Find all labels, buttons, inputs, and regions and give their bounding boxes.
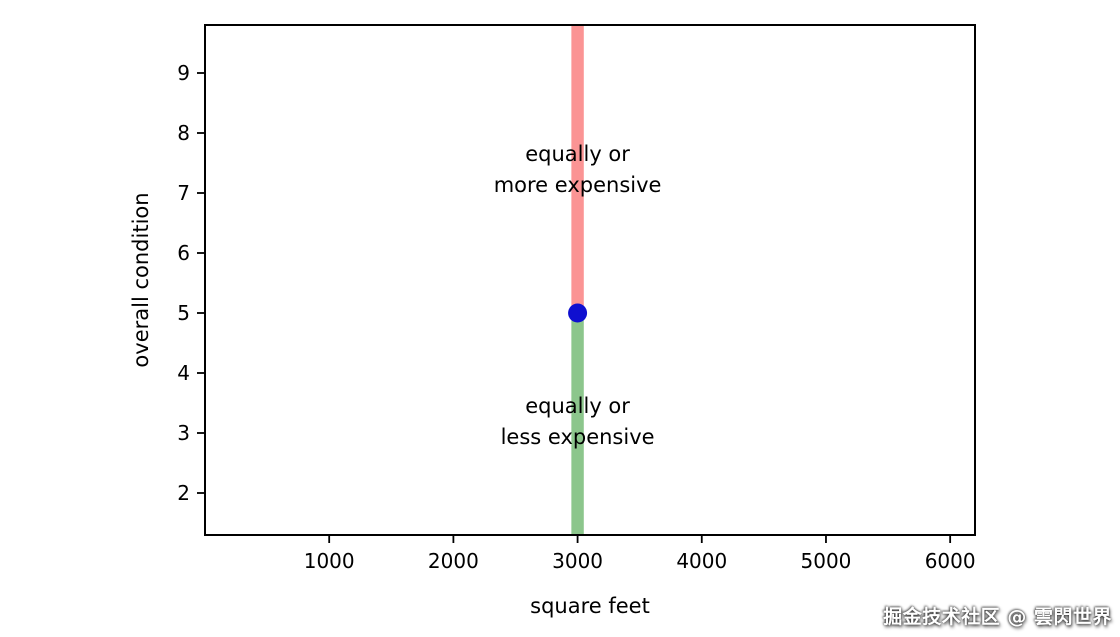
- y-tick-label: 5: [177, 301, 190, 325]
- y-tick-label: 7: [177, 181, 190, 205]
- x-axis-label: square feet: [530, 594, 650, 618]
- band-equally-or-more-expensive: [571, 25, 584, 313]
- y-tick-label: 6: [177, 241, 190, 265]
- y-tick-label: 8: [177, 121, 190, 145]
- y-tick-label: 2: [177, 481, 190, 505]
- lower-annotation: equally or less expensive: [501, 394, 655, 449]
- plot-frame: [204, 24, 976, 536]
- y-tick-label: 9: [177, 61, 190, 85]
- data-point: [568, 303, 588, 323]
- x-tick-label: 6000: [925, 549, 976, 573]
- x-tick-label: 2000: [428, 549, 479, 573]
- y-axis-label: overall condition: [129, 192, 153, 367]
- x-tick-label: 1000: [304, 549, 355, 573]
- y-tick-label: 4: [177, 361, 190, 385]
- x-tick-label: 4000: [676, 549, 727, 573]
- watermark: 掘金技术社区 @ 雲閃世界: [883, 606, 1112, 628]
- band-equally-or-less-expensive: [571, 313, 584, 535]
- upper-annotation: equally or more expensive: [494, 142, 662, 197]
- x-tick-label: 3000: [552, 549, 603, 573]
- x-tick-label: 5000: [801, 549, 852, 573]
- y-tick-label: 3: [177, 421, 190, 445]
